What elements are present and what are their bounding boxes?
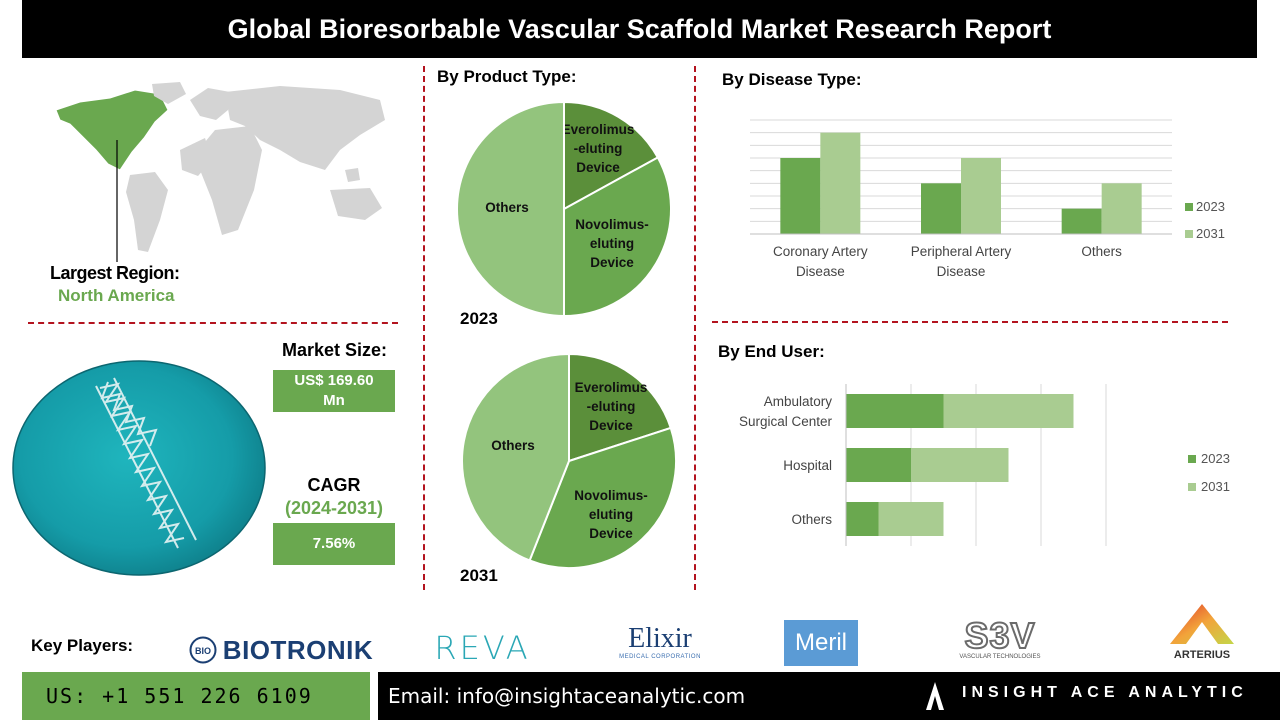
- hbar-2031-1: [911, 448, 1009, 482]
- pie-2023: Everolimus -eluting Device Novolimus-elutin…: [456, 100, 672, 318]
- south-america-shape: [126, 172, 168, 252]
- hbar-2031-0: [943, 394, 1074, 428]
- end-user-bar-chart: Ambulatory Surgical Center Hospital Others 2…: [739, 384, 1230, 546]
- pie-slice-2: [461, 352, 570, 562]
- cagr-period: (2024-2031): [284, 498, 384, 518]
- biotronik-wordmark: BIOTRONIK: [222, 634, 374, 665]
- end-user-heading: By End User:: [718, 342, 825, 361]
- bar-2023-1: [921, 183, 961, 234]
- cagr-label: CAGR: [307, 475, 361, 495]
- logo-biotronik: BIO BIOTRONIK: [175, 630, 387, 670]
- logo-reva: REVA: [434, 628, 531, 668]
- hbar-2023-0: [846, 394, 944, 428]
- pie-slice-label-1: Novolimus-eluting Device: [574, 488, 648, 541]
- s3v-wordmark: S3V: [963, 615, 1036, 656]
- scaffold-image: [12, 360, 266, 576]
- arterius-emblem: [1170, 604, 1234, 644]
- largest-region-label: Largest Region:: [50, 263, 180, 283]
- x-tick-label-1: Peripheral Artery Disease: [911, 244, 1012, 279]
- legend-swatch-2031: [1188, 483, 1196, 491]
- bar-2023-2: [1061, 208, 1102, 234]
- y-tick-label-0: Ambulatory Surgical Center: [739, 394, 833, 429]
- legend-swatch-2023: [1185, 203, 1193, 211]
- largest-region-value: North America: [58, 286, 175, 305]
- hbar-2023-2: [846, 502, 879, 536]
- logo-s3v: S3V VASCULAR TECHNOLOGIES: [945, 615, 1055, 662]
- cagr-value-box: 7.56%: [273, 523, 395, 565]
- world-map: [55, 82, 385, 262]
- bar-2031-1: [961, 158, 1001, 234]
- biotronik-emblem: BIO: [189, 636, 217, 664]
- legend-label-2023: 2023: [1196, 199, 1225, 214]
- footer-brand: INSIGHT ACE ANALYTIC: [962, 684, 1248, 701]
- disease-bar-chart: Coronary Artery Disease Peripheral Artery D…: [750, 119, 1225, 279]
- legend-label-2031: 2031: [1196, 226, 1225, 241]
- legend-label-2023: 2023: [1201, 451, 1230, 466]
- elixir-subtitle: MEDICAL CORPORATION: [619, 654, 701, 660]
- divider-left: [423, 66, 425, 590]
- pie-slice-1: [528, 426, 677, 569]
- biotronik-emblem-text: BIO: [195, 646, 211, 656]
- legend-swatch-2023: [1188, 455, 1196, 463]
- x-tick-label-0: Coronary Artery Disease: [773, 244, 868, 279]
- pie-slice-2: [456, 100, 565, 318]
- market-size-label: Market Size:: [282, 340, 388, 360]
- footer-bar: Email: info@insightaceanalytic.com INSIG…: [378, 672, 1280, 720]
- bar-2031-2: [1101, 183, 1142, 234]
- footer-phone: US: +1 551 226 6109: [22, 672, 370, 720]
- greenland-shape: [152, 82, 186, 104]
- pie-2031-year: 2031: [460, 566, 498, 585]
- reva-wordmark: REVA: [434, 629, 531, 667]
- meril-wordmark: Meril: [795, 629, 847, 656]
- market-size-box: US$ 169.60 Mn: [273, 370, 395, 412]
- product-type-heading: By Product Type:: [437, 67, 577, 86]
- pie-slice-label-2: Others: [491, 438, 535, 453]
- market-size-value-line2: Mn: [323, 392, 345, 409]
- divider-region: [28, 322, 398, 324]
- legend-label-2031: 2031: [1201, 479, 1230, 494]
- logo-meril: Meril: [784, 620, 858, 666]
- pie-slice-0: [563, 100, 660, 211]
- pie-slice-1: [563, 156, 672, 318]
- insight-ace-logo-icon: [926, 682, 944, 710]
- legend-swatch-2031: [1185, 230, 1193, 238]
- north-america-shape: [55, 89, 169, 171]
- report-title: Global Bioresorbable Vascular Scaffold M…: [22, 0, 1257, 58]
- cagr-value: 7.56%: [312, 534, 356, 552]
- market-size-value-line1: US$ 169.60: [294, 371, 374, 389]
- logo-arterius: ARTERIUS: [1162, 602, 1242, 664]
- bar-2023-0: [780, 158, 821, 234]
- disease-type-heading: By Disease Type:: [722, 70, 862, 89]
- elixir-wordmark: Elixir: [628, 623, 692, 654]
- arterius-wordmark: ARTERIUS: [1173, 649, 1231, 661]
- footer-email: Email: info@insightaceanalytic.com: [388, 684, 746, 708]
- pie-slice-label-1: Novolimus-eluting Device: [575, 217, 649, 270]
- hbar-2031-2: [878, 502, 944, 536]
- scaffold-mesh: [95, 377, 197, 549]
- world-map-continents: [130, 86, 385, 235]
- pie-slice-label-0: Everolimus -eluting Device: [562, 122, 635, 175]
- s3v-subtitle: VASCULAR TECHNOLOGIES: [959, 654, 1041, 660]
- divider-right: [694, 66, 696, 590]
- y-tick-label-2: Others: [791, 512, 832, 527]
- logo-elixir: Elixir MEDICAL CORPORATION: [615, 624, 705, 668]
- pie-2031: Everolimus -eluting Device Novolimus-elutin…: [461, 352, 677, 569]
- hbar-2023-1: [846, 448, 911, 482]
- y-tick-label-1: Hospital: [783, 458, 832, 473]
- pie-2023-year: 2023: [460, 309, 498, 328]
- pie-slice-0: [568, 352, 673, 463]
- divider-charts: [712, 321, 1228, 323]
- key-players-label: Key Players:: [31, 636, 134, 655]
- pie-slice-label-0: Everolimus -eluting Device: [575, 380, 648, 433]
- bar-2031-0: [820, 132, 861, 234]
- x-tick-label-2: Others: [1081, 244, 1122, 259]
- pie-slice-label-2: Others: [485, 200, 529, 215]
